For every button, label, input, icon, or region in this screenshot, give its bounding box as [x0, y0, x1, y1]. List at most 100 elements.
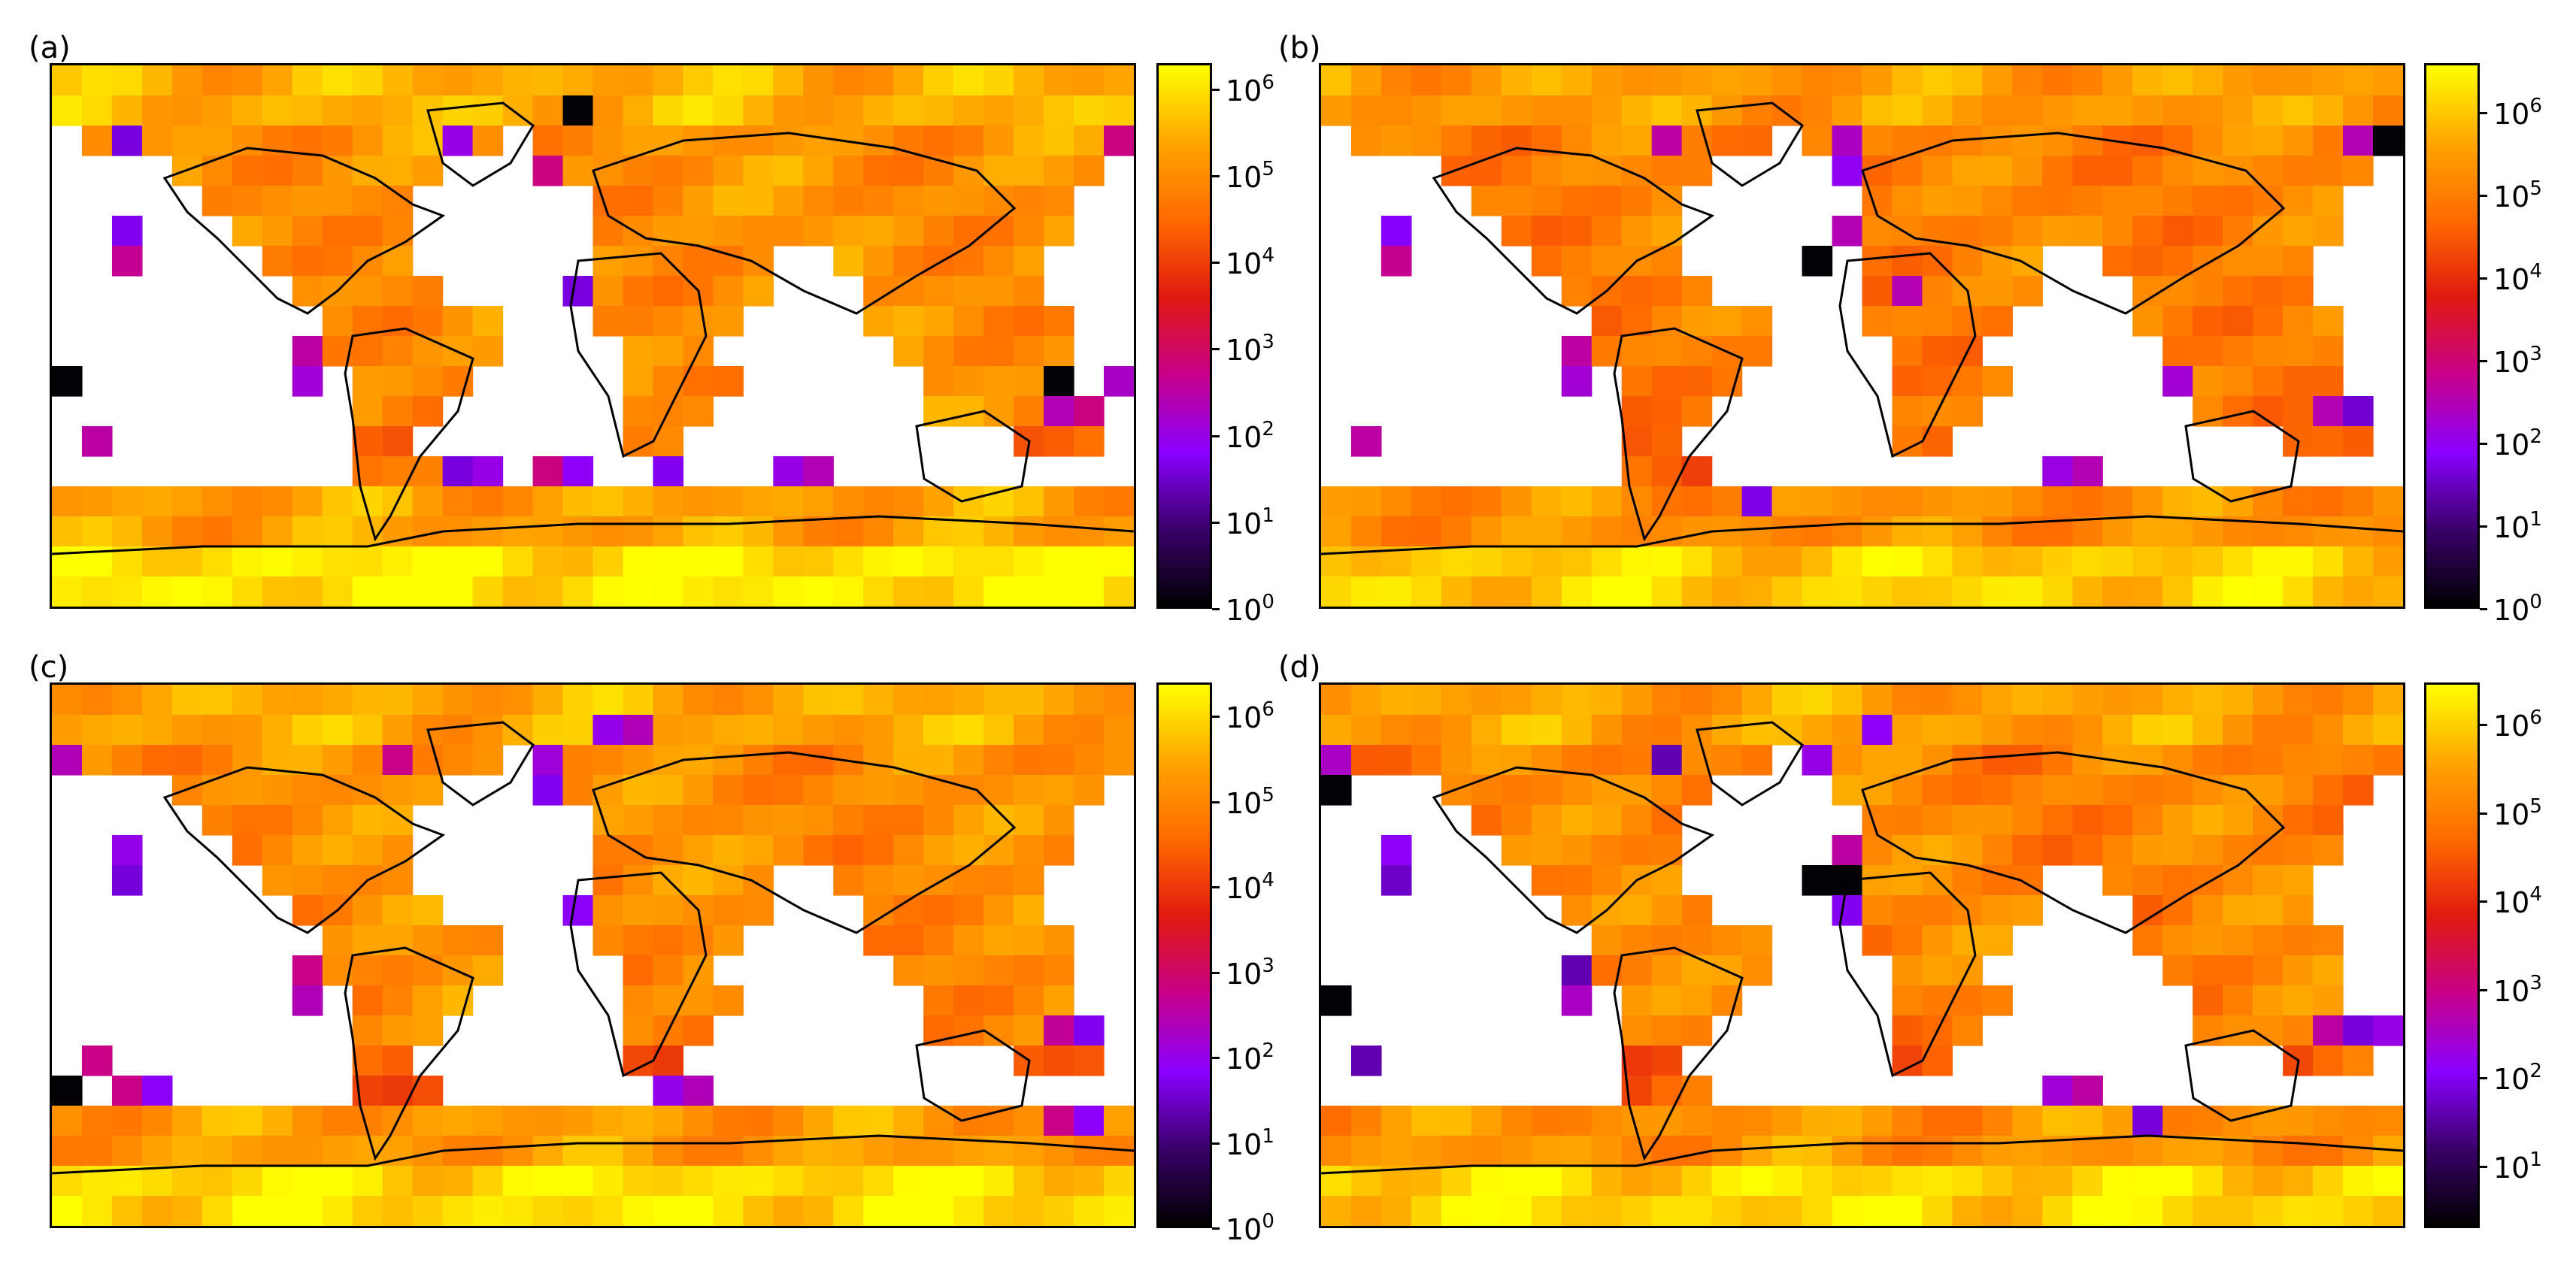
heatmap-cell — [1044, 306, 1074, 337]
heatmap-cell — [713, 685, 744, 716]
heatmap-cell — [171, 126, 203, 156]
heatmap-cell — [1471, 186, 1502, 216]
heatmap-cell — [833, 775, 864, 806]
heatmap-cell — [1832, 835, 1863, 866]
heatmap-cell — [111, 65, 143, 96]
heatmap-cell — [2132, 216, 2163, 247]
heatmap-cell — [2162, 1136, 2193, 1167]
heatmap-cell — [292, 276, 323, 307]
heatmap-cell — [592, 805, 624, 836]
heatmap-cell — [111, 865, 143, 896]
heatmap-cell — [352, 835, 383, 866]
heatmap-cell — [2132, 895, 2163, 926]
heatmap-cell — [1014, 366, 1044, 397]
heatmap-cell — [1561, 1196, 1593, 1226]
heatmap-cell — [1862, 306, 1893, 337]
heatmap-cell — [653, 546, 684, 577]
heatmap-cell — [502, 1166, 534, 1197]
heatmap-cell — [502, 1136, 534, 1167]
heatmap-cell — [2012, 276, 2043, 307]
heatmap-cell — [1501, 516, 1532, 547]
heatmap-cell — [1014, 396, 1044, 427]
heatmap-cell — [1711, 1166, 1743, 1197]
heatmap-cell — [2343, 1046, 2374, 1076]
heatmap-cell — [2283, 396, 2314, 427]
heatmap-cell — [1014, 546, 1044, 577]
colorbar-tick — [1212, 88, 1220, 91]
coastline-path — [344, 946, 474, 1161]
heatmap-cell — [683, 1166, 714, 1197]
heatmap-cell — [833, 65, 864, 96]
heatmap-cell — [1471, 126, 1502, 156]
colorbar-tick — [2480, 112, 2487, 115]
heatmap-cell — [1892, 486, 1923, 517]
heatmap-cell — [322, 745, 353, 776]
heatmap-cell — [923, 126, 954, 156]
heatmap-cell — [322, 835, 353, 866]
heatmap-cell — [592, 1136, 624, 1167]
heatmap-cell — [1952, 1196, 1983, 1226]
heatmap-cell — [292, 156, 323, 186]
heatmap-cell — [1651, 775, 1683, 806]
colorbar-tick-label: 100 — [2493, 591, 2542, 627]
heatmap-cell — [2283, 156, 2314, 186]
heatmap-cell — [81, 426, 113, 457]
heatmap-cell — [1862, 1196, 1893, 1226]
heatmap-cell — [833, 576, 864, 607]
heatmap-cell — [292, 715, 323, 746]
heatmap-cell — [1952, 715, 1983, 746]
heatmap-cell — [1892, 775, 1923, 806]
heatmap-cell — [773, 775, 804, 806]
heatmap-cell — [2102, 835, 2133, 866]
heatmap-cell — [2102, 65, 2133, 96]
heatmap-cell — [1651, 955, 1683, 986]
heatmap-cell — [2012, 216, 2043, 247]
heatmap-cell — [1380, 1196, 1412, 1226]
heatmap-cell — [1952, 835, 1983, 866]
heatmap-cell — [412, 576, 444, 607]
heatmap-cell — [1892, 336, 1923, 367]
heatmap-cell — [1561, 246, 1593, 277]
coastline-path — [52, 1134, 1134, 1175]
heatmap-cell — [1591, 805, 1623, 836]
heatmap-cell — [412, 895, 444, 926]
heatmap-cell — [1104, 715, 1134, 746]
heatmap-cell — [893, 546, 924, 577]
colorbar-tick-label: 103 — [1226, 331, 1274, 368]
heatmap-cell — [983, 895, 1014, 926]
heatmap-cell — [1952, 685, 1983, 716]
heatmap-cell — [1892, 246, 1923, 277]
heatmap-cell — [1681, 126, 1713, 156]
heatmap-cell — [81, 576, 113, 607]
heatmap-cell — [953, 65, 984, 96]
heatmap-cell — [1862, 126, 1893, 156]
colorbar-tick — [2480, 525, 2487, 528]
heatmap-cell — [262, 1136, 293, 1167]
colorbar-tick-label: 105 — [2493, 794, 2542, 831]
heatmap-cell — [1952, 216, 1983, 247]
heatmap-cell — [623, 895, 654, 926]
heatmap-cell — [1531, 1136, 1562, 1167]
heatmap-cell — [2343, 775, 2374, 806]
heatmap-cell — [2132, 925, 2163, 956]
heatmap-cell — [2072, 186, 2103, 216]
heatmap-cell — [2253, 715, 2284, 746]
heatmap-cell — [412, 955, 444, 986]
heatmap-cell — [111, 516, 143, 547]
heatmap-cell — [412, 1196, 444, 1226]
heatmap-cell — [202, 516, 233, 547]
heatmap-cell — [2162, 955, 2193, 986]
heatmap-cell — [171, 1166, 203, 1197]
heatmap-cell — [1862, 576, 1893, 607]
heatmap-cell — [1501, 805, 1532, 836]
heatmap-cell — [442, 456, 474, 487]
heatmap-cell — [953, 715, 984, 746]
heatmap-cell — [743, 276, 774, 307]
heatmap-cell — [2193, 925, 2223, 956]
heatmap-cell — [2313, 955, 2344, 986]
heatmap-cell — [773, 65, 804, 96]
heatmap-cell — [412, 276, 444, 307]
heatmap-cell — [2283, 1196, 2314, 1226]
heatmap-cell — [2162, 486, 2193, 517]
heatmap-cell — [1441, 546, 1472, 577]
